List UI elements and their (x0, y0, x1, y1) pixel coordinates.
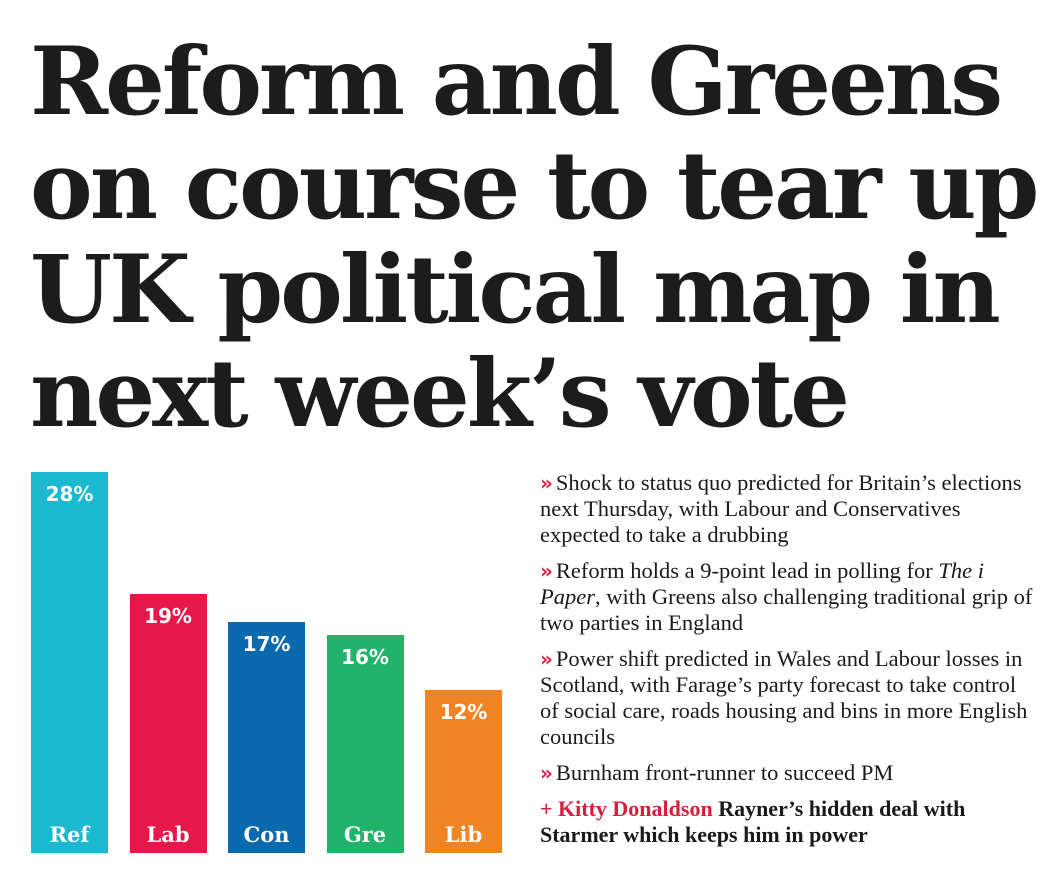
bullet-4: » Burnham front-runner to succeed PM (540, 760, 1040, 786)
bar-lab: 19% Lab (129, 594, 207, 853)
bullet-2-text-pre: Reform holds a 9-point lead in polling f… (555, 558, 933, 583)
bar-value-label: 17% (242, 632, 291, 656)
bullet-3: » Power shift predicted in Wales and Labo… (540, 646, 1040, 750)
bullet-3-text: Power shift predicted in Wales and Labou… (540, 646, 1028, 749)
bar-value-label: 28% (45, 482, 94, 506)
publication-name: The i Paper (540, 558, 984, 609)
chevron-icon: » (540, 471, 553, 495)
related-story-teaser[interactable]: + Kitty Donaldson Rayner’s hidden deal w… (540, 796, 1040, 848)
teaser-text: Rayner’s hidden deal with Starmer which … (540, 796, 966, 847)
headline: Reform and Greens on course to tear up U… (30, 30, 1040, 446)
headline-line-2: on course to tear up (30, 131, 1039, 241)
teaser-author: + Kitty Donaldson (540, 796, 713, 821)
bar-ref: 28% Ref (31, 472, 108, 853)
bullet-2-text-post: , with Greens also challenging tradition… (540, 584, 1033, 635)
chevron-icon: » (540, 647, 553, 671)
bullet-4-text: Burnham front-runner to succeed PM (555, 760, 894, 785)
bar-lib: 12% Lib (425, 690, 502, 853)
bar-gre: 16% Gre (326, 635, 404, 853)
headline-line-3: UK political map in (30, 235, 1001, 345)
headline-line-1: Reform and Greens (30, 27, 1003, 137)
poll-bar-chart: 28% Ref 19% Lab 17% Con 16% Gre 12% Lib (0, 460, 520, 860)
bar-value-label: 16% (341, 645, 389, 669)
chevron-icon: » (540, 559, 553, 583)
summary-bullets: » Shock to status quo predicted for Brita… (540, 470, 1040, 870)
headline-line-4: next week’s vote (30, 339, 850, 449)
bar-category-label: Lab (146, 822, 190, 847)
bullet-1-text: Shock to status quo predicted for Britai… (540, 470, 1022, 547)
bar-category-label: Ref (49, 822, 90, 847)
bar-con: 17% Con (228, 622, 305, 853)
bullet-2: » Reform holds a 9-point lead in polling … (540, 558, 1040, 636)
bar-category-label: Gre (343, 822, 387, 847)
bar-category-label: Lib (444, 822, 483, 847)
bar-value-label: 19% (144, 604, 192, 628)
chevron-icon: » (540, 761, 553, 785)
bar-value-label: 12% (439, 700, 488, 724)
bar-category-label: Con (243, 822, 290, 847)
bullet-1: » Shock to status quo predicted for Brita… (540, 470, 1040, 548)
